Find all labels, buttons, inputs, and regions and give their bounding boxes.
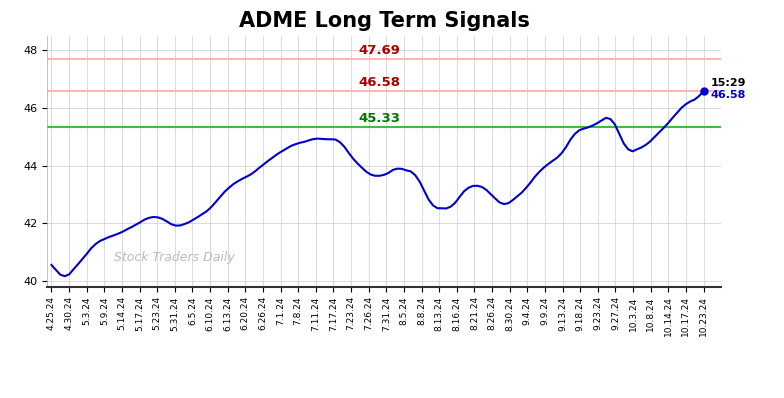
Text: 47.69: 47.69 bbox=[359, 45, 401, 57]
Text: 46.58: 46.58 bbox=[359, 76, 401, 90]
Text: 46.58: 46.58 bbox=[710, 90, 746, 100]
Text: 15:29: 15:29 bbox=[710, 78, 746, 88]
Text: Stock Traders Daily: Stock Traders Daily bbox=[114, 251, 235, 264]
Title: ADME Long Term Signals: ADME Long Term Signals bbox=[238, 12, 530, 31]
Text: 45.33: 45.33 bbox=[359, 113, 401, 125]
